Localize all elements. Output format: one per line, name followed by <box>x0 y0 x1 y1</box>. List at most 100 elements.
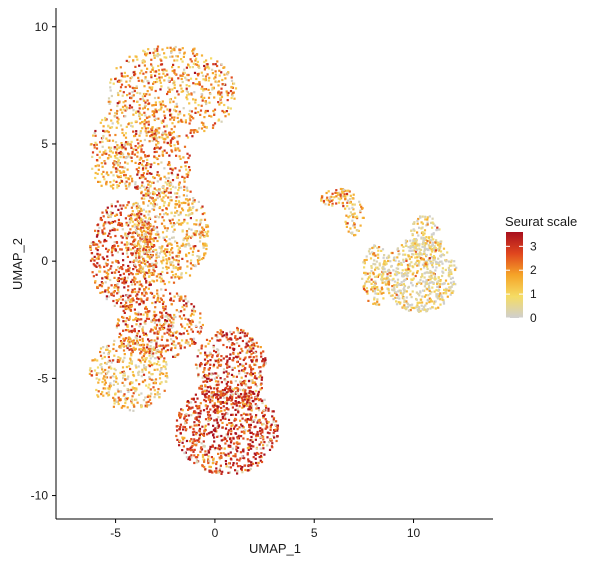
cell-point <box>167 243 170 246</box>
cell-point <box>217 84 220 87</box>
cell-point <box>181 257 184 260</box>
cell-point <box>444 259 447 262</box>
cell-point <box>219 396 222 399</box>
cell-point <box>434 269 437 272</box>
cell-point <box>213 112 216 115</box>
cell-point <box>215 80 218 84</box>
cell-point <box>102 370 105 373</box>
cell-point <box>276 424 279 427</box>
cell-point <box>164 374 167 378</box>
cell-point <box>376 300 379 303</box>
cell-point <box>127 84 130 87</box>
cell-point <box>276 429 279 432</box>
cell-point <box>138 104 141 107</box>
cell-point <box>117 118 120 121</box>
cell-point <box>207 79 210 82</box>
cell-point <box>115 126 118 129</box>
cell-point <box>204 88 208 91</box>
cell-point <box>220 355 223 358</box>
cell-point <box>134 252 137 255</box>
cell-point <box>236 437 239 440</box>
cell-point <box>225 110 228 113</box>
cell-point <box>191 309 194 312</box>
cell-point <box>241 331 244 334</box>
cell-point <box>148 180 151 183</box>
cell-point <box>413 221 416 224</box>
cell-point <box>170 132 174 135</box>
cell-point <box>225 433 228 436</box>
cell-point <box>133 243 136 246</box>
cell-point <box>184 214 188 217</box>
cell-point <box>127 269 130 272</box>
cell-point <box>171 48 174 51</box>
cell-point <box>200 347 203 350</box>
cell-point <box>417 263 420 266</box>
cell-point <box>254 398 257 401</box>
cell-point <box>131 350 134 354</box>
cell-point <box>193 233 196 236</box>
cell-point <box>133 387 136 390</box>
cell-point <box>400 281 403 284</box>
cell-point <box>103 130 106 133</box>
cell-point <box>97 395 100 398</box>
cell-point <box>164 248 167 251</box>
cell-point <box>415 238 418 241</box>
cell-point <box>151 126 154 129</box>
cell-point <box>142 167 145 170</box>
cell-point <box>198 127 201 130</box>
cell-point <box>275 439 278 443</box>
cell-point <box>231 413 234 416</box>
cell-point <box>114 271 117 274</box>
cell-point <box>420 221 423 224</box>
cell-point <box>169 113 172 116</box>
cell-point <box>110 293 113 296</box>
cell-point <box>142 349 145 352</box>
cell-point <box>126 204 129 207</box>
cell-point <box>190 259 193 262</box>
cell-point <box>430 233 433 236</box>
cell-point <box>134 255 137 258</box>
cell-point <box>435 295 438 298</box>
cell-point <box>202 242 205 245</box>
cell-point <box>138 216 141 219</box>
cell-point <box>97 390 100 393</box>
cell-point <box>190 312 194 315</box>
cell-point <box>439 242 442 245</box>
cell-point <box>197 424 200 427</box>
cell-point <box>143 104 147 107</box>
cell-point <box>158 188 161 191</box>
cell-point <box>411 284 414 287</box>
cell-point <box>142 226 145 229</box>
cell-point <box>164 194 167 197</box>
cell-point <box>119 371 122 374</box>
cell-point <box>448 264 451 267</box>
cell-point <box>164 315 167 318</box>
cell-point <box>186 323 189 326</box>
cell-point <box>201 391 204 394</box>
cell-point <box>147 338 150 341</box>
cell-point <box>247 340 250 343</box>
cell-point <box>234 413 238 416</box>
cell-point <box>126 346 129 349</box>
cell-point <box>192 48 195 51</box>
cell-point <box>184 165 187 168</box>
cell-point <box>155 323 159 326</box>
cell-point <box>136 401 139 404</box>
cell-point <box>217 119 220 122</box>
cell-point <box>436 248 439 251</box>
cell-point <box>195 444 198 447</box>
cell-point <box>224 460 227 463</box>
cell-point <box>423 285 426 288</box>
cell-point <box>428 257 431 260</box>
cell-point <box>139 228 142 231</box>
cell-point <box>447 282 450 285</box>
cell-point <box>421 295 424 298</box>
cell-point <box>185 89 188 92</box>
cell-point <box>226 338 229 341</box>
cell-point <box>207 398 210 401</box>
cell-point <box>172 264 175 267</box>
cell-point <box>125 307 128 310</box>
cell-point <box>167 196 170 199</box>
cell-point <box>196 460 199 463</box>
cell-point <box>192 305 196 308</box>
